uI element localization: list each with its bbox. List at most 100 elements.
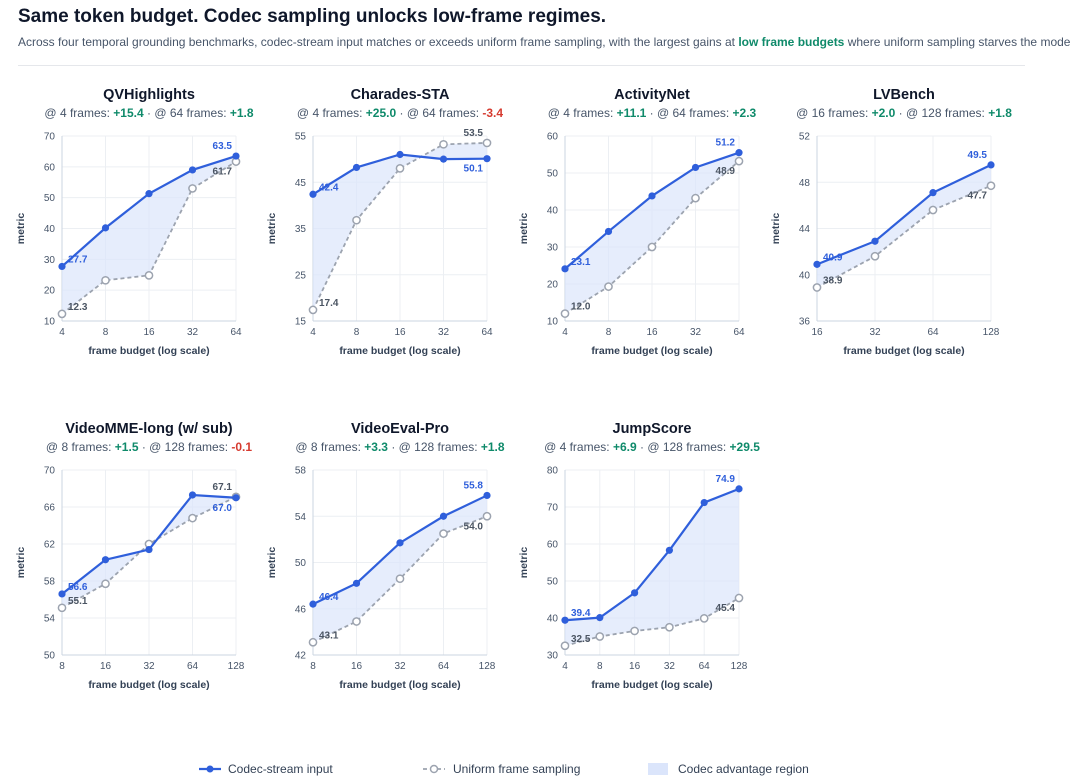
x-tick-label: 4 [562,327,568,338]
x-tick-label: 16 [811,327,823,338]
chart-delta-summary: @ 4 frames: +15.4 · @ 64 frames: +1.8 [44,106,253,120]
codec-first-value: 42.4 [319,182,339,193]
y-tick-label: 52 [799,132,811,143]
x-tick-label: 16 [143,327,155,338]
codec-point [483,155,491,163]
codec-point [648,192,656,200]
y-tick-label: 10 [547,317,559,328]
codec-point [58,590,66,598]
codec-point [232,152,240,160]
delta-high-value: -3.4 [482,106,503,120]
delta-high-label: · @ 128 frames: [637,440,730,454]
codec-point [735,149,743,157]
chart-title: Charades-STA [351,87,450,103]
chart-panel: VideoEval-Pro @ 8 frames: +3.3 · @ 128 fr… [266,421,505,691]
x-tick-label: 32 [438,327,450,338]
delta-low-label: @ 4 frames: [548,106,617,120]
x-tick-label: 4 [562,661,568,672]
uniform-point [665,622,674,632]
legend-label-uniform: Uniform frame sampling [453,762,581,776]
legend: Codec-stream input Uniform frame samplin… [0,760,1080,780]
uniform-point [352,215,361,225]
y-tick-label: 10 [44,317,56,328]
uniform-point [630,626,639,636]
uniform-point [986,181,996,191]
y-axis-label: metric [770,213,782,245]
x-tick-label: 32 [690,327,702,338]
codec-point [691,163,700,172]
delta-low-label: @ 4 frames: [44,106,113,120]
codec-point [561,616,569,624]
codec-first-value: 23.1 [571,257,591,268]
x-axis-label: frame budget (log scale) [339,345,460,357]
x-tick-label: 64 [733,327,745,338]
delta-high-label: · @ 128 frames: [388,440,481,454]
x-tick-label: 64 [481,327,493,338]
y-tick-label: 50 [295,558,307,569]
chart-delta-summary: @ 4 frames: +11.1 · @ 64 frames: +2.3 [548,106,757,120]
x-tick-label: 8 [606,327,612,338]
x-tick-label: 16 [100,661,112,672]
advantage-region [565,488,739,646]
x-tick-label: 32 [143,661,155,672]
uniform-point [188,513,197,523]
codec-series-line [816,163,992,266]
y-tick-label: 40 [799,270,811,281]
codec-point [483,491,491,500]
uniform-point [439,529,448,538]
y-tick-label: 66 [44,503,56,514]
codec-last-value: 67.0 [213,503,233,514]
codec-point [396,150,404,159]
y-tick-label: 36 [799,317,811,328]
codec-point [309,600,317,608]
y-axis-label: metric [266,547,278,579]
x-tick-label: 16 [646,327,658,338]
y-axis-label: metric [15,213,27,245]
y-tick-label: 25 [295,270,307,281]
codec-last-value: 63.5 [213,141,233,152]
codec-first-value: 40.9 [823,252,843,263]
x-tick-label: 64 [230,327,242,338]
codec-point [871,237,879,245]
advantage-region [62,156,236,314]
delta-high-value: +29.5 [730,440,761,454]
uniform-point [482,511,492,521]
x-tick-label: 8 [310,661,316,672]
codec-point [813,260,821,268]
codec-point [58,262,66,271]
codec-point [987,161,995,169]
x-tick-label: 16 [351,661,363,672]
advantage-region [313,142,487,310]
page-title: Same token budget. Codec sampling unlock… [18,6,607,27]
codec-series-line [564,487,740,622]
region-swatch [648,763,668,775]
uniform-line-swatch [423,764,445,774]
codec-last-value: 74.9 [716,474,736,485]
uniform-point [482,138,492,148]
uniform-series-line [312,142,488,311]
header-divider [18,65,1025,66]
delta-low-label: @ 4 frames: [297,106,366,120]
y-axis-label: metric [518,213,530,245]
uniform-point [395,574,405,584]
x-tick-label: 16 [629,661,641,672]
x-axis-label: frame budget (log scale) [591,679,712,691]
chart-title: QVHighlights [103,87,195,103]
codec-point [309,190,317,198]
x-tick-label: 8 [103,327,109,338]
uniform-last-value: 67.1 [213,482,233,493]
y-axis-label: metric [15,547,27,579]
codec-point [145,545,153,554]
y-tick-label: 40 [44,224,56,235]
uniform-point [308,637,318,647]
x-axis-label: frame budget (log scale) [843,345,964,357]
x-axis-label: frame budget (log scale) [339,679,460,691]
delta-high-label: · @ 64 frames: [396,106,482,120]
delta-high-label: · @ 128 frames: [139,440,232,454]
uniform-point [928,205,938,215]
x-tick-label: 8 [597,661,603,672]
y-axis-label: metric [266,213,278,245]
chart-title: VideoMME-long (w/ sub) [65,421,232,437]
x-tick-label: 32 [869,327,881,338]
chart-delta-summary: @ 8 frames: +1.5 · @ 128 frames: -0.1 [46,440,252,454]
